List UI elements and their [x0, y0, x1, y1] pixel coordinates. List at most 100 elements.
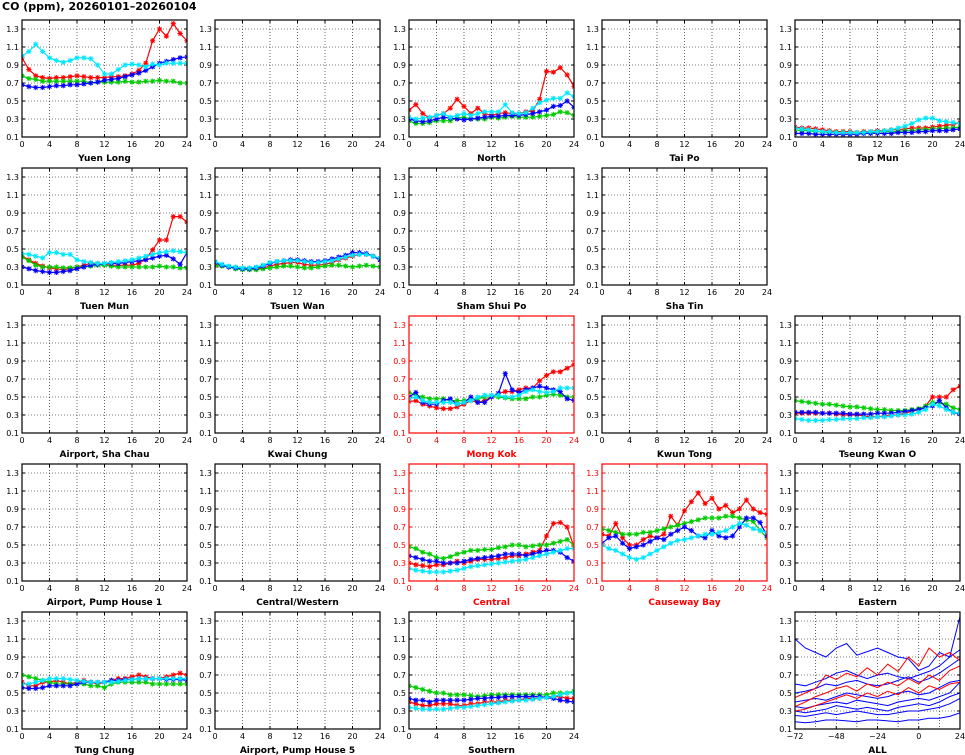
y-tick-label: 0.3	[199, 707, 212, 716]
data-point-green	[530, 114, 536, 120]
x-tick-label: 4	[820, 584, 825, 593]
x-tick-label: 24	[569, 584, 579, 593]
data-point-blue	[881, 130, 887, 136]
data-point-blue	[454, 560, 460, 566]
data-point-red	[308, 262, 314, 268]
data-point-red	[950, 387, 956, 393]
panel-kwun-tong: 0.1 0.3 0.5 0.7 0.9 1.1 1.3 0 4 8 12 16 20 24 Kwun Ton…	[586, 315, 772, 460]
data-point-blue	[413, 697, 419, 703]
data-point-cyan	[909, 411, 915, 417]
data-point-blue	[688, 528, 694, 534]
data-point-blue	[488, 113, 495, 119]
data-point-cyan	[557, 547, 563, 553]
data-point-cyan	[502, 559, 508, 565]
data-point-cyan	[620, 551, 626, 557]
data-point-cyan	[888, 127, 894, 133]
x-tick-label: 24	[955, 436, 965, 445]
data-point-blue	[413, 389, 419, 396]
data-point-blue	[543, 547, 550, 553]
panel-tai-po: 0.1 0.3 0.5 0.7 0.9 1.1 1.3 0 4 8 12 16 20 24 Tai Po	[586, 19, 772, 164]
data-point-green	[723, 513, 729, 519]
data-point-green	[681, 520, 688, 526]
x-tick-label: 8	[654, 288, 659, 297]
data-point-red	[557, 519, 563, 526]
data-point-red	[723, 502, 729, 508]
x-tick-label: 8	[267, 436, 272, 445]
data-point-blue	[349, 250, 356, 256]
data-point-green	[440, 690, 446, 696]
data-point-cyan	[433, 569, 440, 575]
series-line-blue	[795, 697, 960, 717]
x-tick-label: 24	[762, 584, 772, 593]
data-point-blue	[46, 84, 53, 90]
data-point-green	[177, 265, 183, 271]
y-tick-label: 0.1	[6, 429, 19, 438]
data-point-cyan	[475, 703, 481, 709]
y-tick-label: 1.1	[6, 191, 19, 200]
data-point-cyan	[46, 250, 53, 256]
data-point-red	[681, 508, 688, 514]
data-point-blue	[74, 266, 80, 272]
data-point-green	[420, 394, 426, 400]
y-tick-label: 0.9	[779, 61, 792, 70]
y-tick-label: 0.9	[6, 653, 19, 662]
data-point-red	[67, 74, 73, 80]
data-point-blue	[129, 72, 135, 78]
data-point-green	[475, 547, 481, 553]
x-tick-label: 4	[627, 436, 632, 445]
data-point-cyan	[557, 385, 563, 391]
data-point-cyan	[95, 62, 101, 68]
data-point-blue	[881, 410, 887, 416]
data-point-cyan	[40, 677, 46, 683]
y-tick-label: 0.7	[586, 79, 599, 88]
data-point-green	[454, 551, 460, 557]
data-point-green	[67, 78, 73, 84]
y-tick-label: 0.3	[779, 559, 792, 568]
data-point-red	[163, 33, 169, 39]
data-point-red	[640, 537, 646, 543]
x-tick-label: 4	[240, 140, 245, 149]
y-tick-label: 0.7	[6, 375, 19, 384]
data-point-cyan	[143, 676, 149, 682]
y-tick-label: 0.7	[199, 79, 212, 88]
data-point-red	[543, 533, 550, 539]
x-tick-label: 8	[461, 140, 466, 149]
panel-airport-sha-chau: 0.1 0.3 0.5 0.7 0.9 1.1 1.3 0 4 8 12 16 20 24 Airport,…	[6, 315, 192, 460]
data-point-red	[143, 60, 149, 66]
x-tick-label: 0	[406, 140, 411, 149]
x-tick-label: 12	[99, 584, 109, 593]
data-point-green	[294, 264, 301, 270]
series-line-blue	[795, 616, 960, 672]
x-tick-label: 20	[154, 436, 164, 445]
data-point-cyan	[308, 259, 314, 266]
data-point-cyan	[929, 401, 936, 407]
data-point-cyan	[523, 556, 529, 562]
data-point-red	[177, 670, 183, 676]
y-tick-label: 0.5	[6, 541, 19, 550]
data-point-red	[108, 74, 114, 80]
data-point-red	[543, 372, 550, 378]
y-tick-label: 0.7	[393, 671, 406, 680]
data-point-cyan	[454, 567, 460, 573]
series-line-red	[795, 647, 960, 698]
data-point-blue	[433, 697, 440, 703]
x-tick-label: 4	[47, 436, 52, 445]
x-tick-label: 4	[820, 140, 825, 149]
data-point-cyan	[67, 251, 73, 257]
data-point-green	[813, 400, 819, 406]
data-point-green	[413, 546, 419, 552]
x-tick-label: 8	[654, 140, 659, 149]
x-tick-label: 4	[434, 140, 439, 149]
data-point-green	[170, 264, 176, 270]
y-tick-label: 0.7	[586, 523, 599, 532]
x-tick-label: 12	[679, 436, 689, 445]
x-tick-label: 16	[514, 288, 524, 297]
x-tick-label: 8	[461, 732, 466, 741]
data-point-cyan	[163, 60, 169, 66]
data-point-red	[53, 75, 59, 81]
series-group	[602, 490, 767, 562]
data-point-red	[626, 542, 633, 548]
x-tick-label: 8	[267, 584, 272, 593]
data-point-green	[170, 681, 176, 687]
data-point-cyan	[163, 249, 169, 255]
